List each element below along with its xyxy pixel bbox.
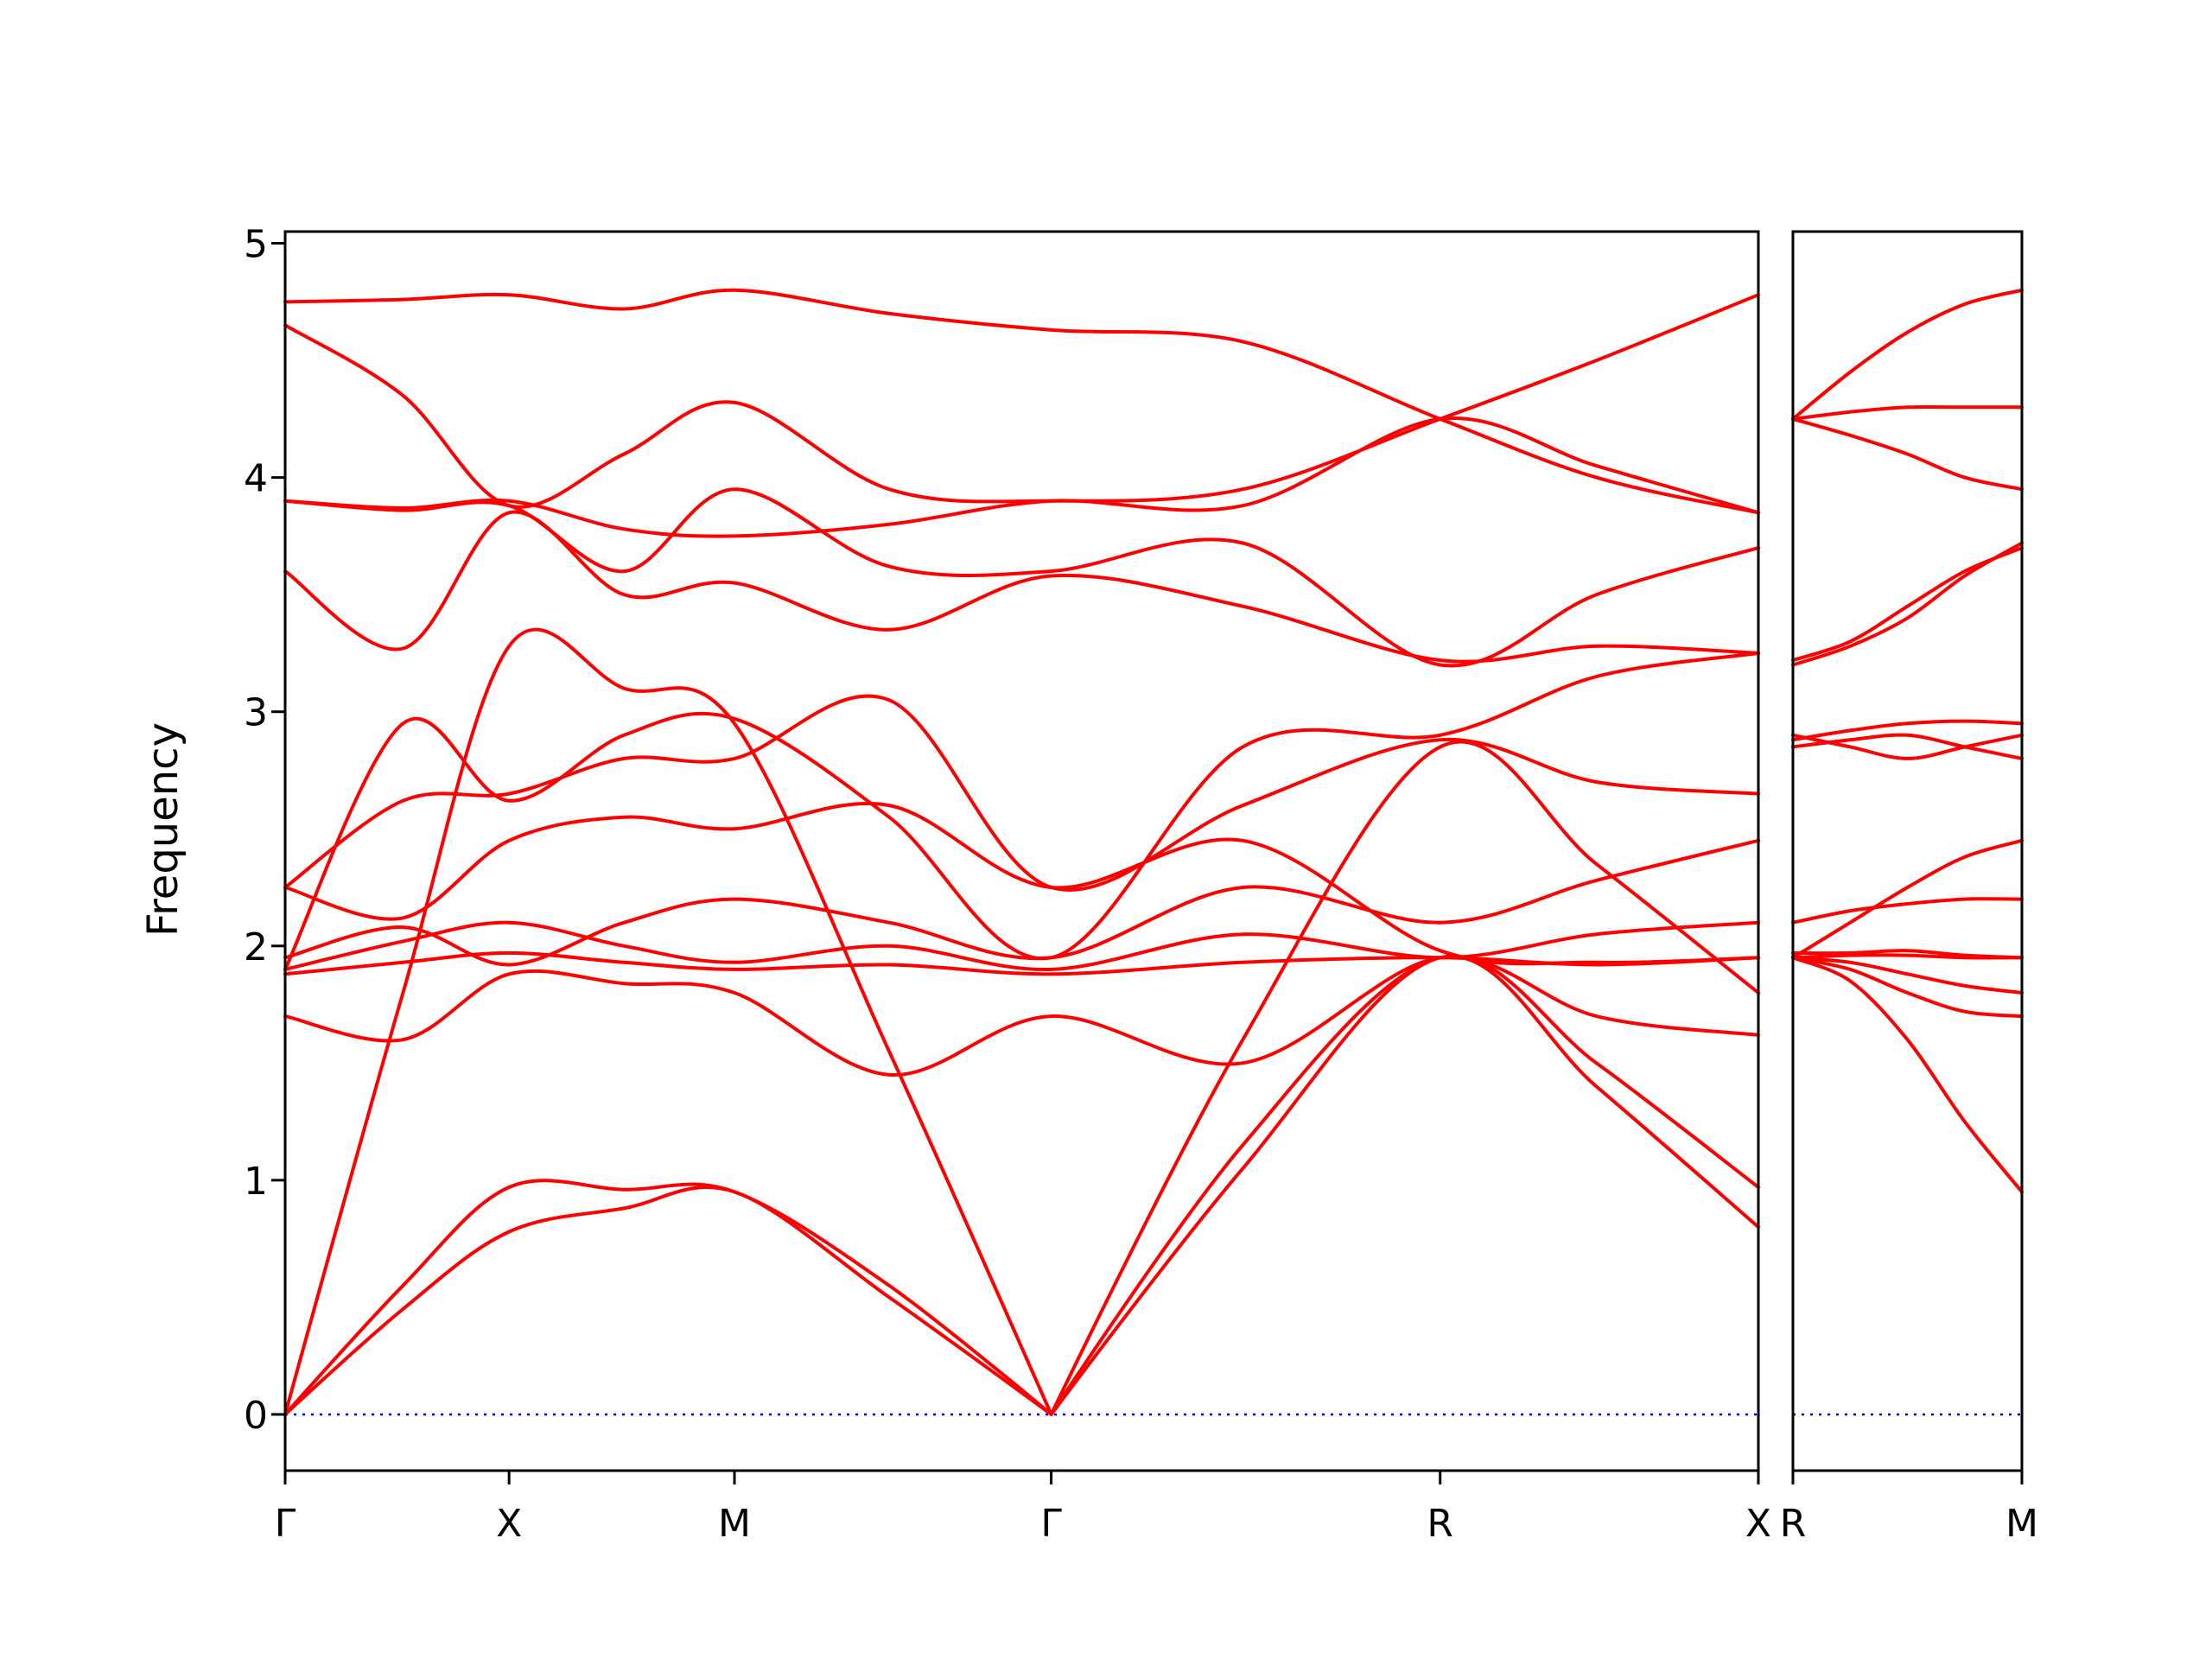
x-axis-tick-label: X [1745,1502,1771,1546]
phonon-band-path-13 [283,416,1760,538]
phonon-band-path-15 [1791,288,2024,421]
y-axis-tick-label: 4 [244,457,268,501]
phonon-band-path-11 [283,510,1760,664]
y-axis-tick-label: 5 [244,223,268,267]
x-axis-tick-label: M [718,1502,751,1546]
phonon-band-path-7 [283,838,1760,967]
phonon-band-path-14 [1791,404,2024,421]
x-axis-tick-label: M [2005,1502,2038,1546]
phonon-band-path-10 [283,651,1760,971]
x-axis-tick-label: R [1427,1502,1453,1546]
phonon-band-path-4 [283,955,1760,1077]
phonon-band-path-6 [1791,897,2024,925]
phonon-band-path-3 [1791,956,2024,1019]
phonon-band-path-8 [1791,733,2024,760]
y-axis-tick-label: 3 [244,691,268,735]
panel-gamma-x-m-gamma-r-x: Γ X M Γ R X 0 1 2 3 4 5 [244,223,1771,1546]
phonon-band-path-7 [1791,838,2024,960]
y-axis-tick-label: 1 [244,1160,268,1204]
phonon-band-path-12 [283,487,1760,668]
panel-frame [1791,230,2024,1472]
y-axis-tick-label: 2 [244,925,268,969]
phonon-band-path-11 [1791,546,2024,663]
phonon-band-path-10 [1791,733,2024,760]
x-axis-tick-label: X [496,1502,522,1546]
phonon-band-path-8 [283,801,1760,966]
phonon-band-path-5 [283,950,1760,976]
phonon-band-path-14 [283,293,1760,509]
phonon-band-path-3 [283,627,1760,1416]
frequency-axis-label: Frequency [139,722,188,937]
x-axis-tick-label: Γ [275,1502,296,1546]
phonon-band-path-15 [283,288,1760,515]
phonon-band-path-1 [283,954,1760,1416]
phonon-band-path-9 [1791,719,2024,742]
phonon-band-path-13 [1791,416,2024,492]
y-axis-tick-label: 0 [244,1394,268,1438]
phonon-band-path-9 [283,694,1760,892]
x-axis-tick-label: R [1780,1502,1807,1546]
x-axis-tick-label: Γ [1040,1502,1062,1546]
phonon-band-path-5 [1791,949,2024,960]
phonon-band-path-6 [283,920,1760,971]
phonon-band-path-12 [1791,541,2024,667]
phonon-band-path-2 [283,954,1760,1416]
phonon-band-path-1 [1791,956,2024,1194]
phonon-band-path-2 [1791,956,2024,995]
panel-frame [283,230,1760,1472]
